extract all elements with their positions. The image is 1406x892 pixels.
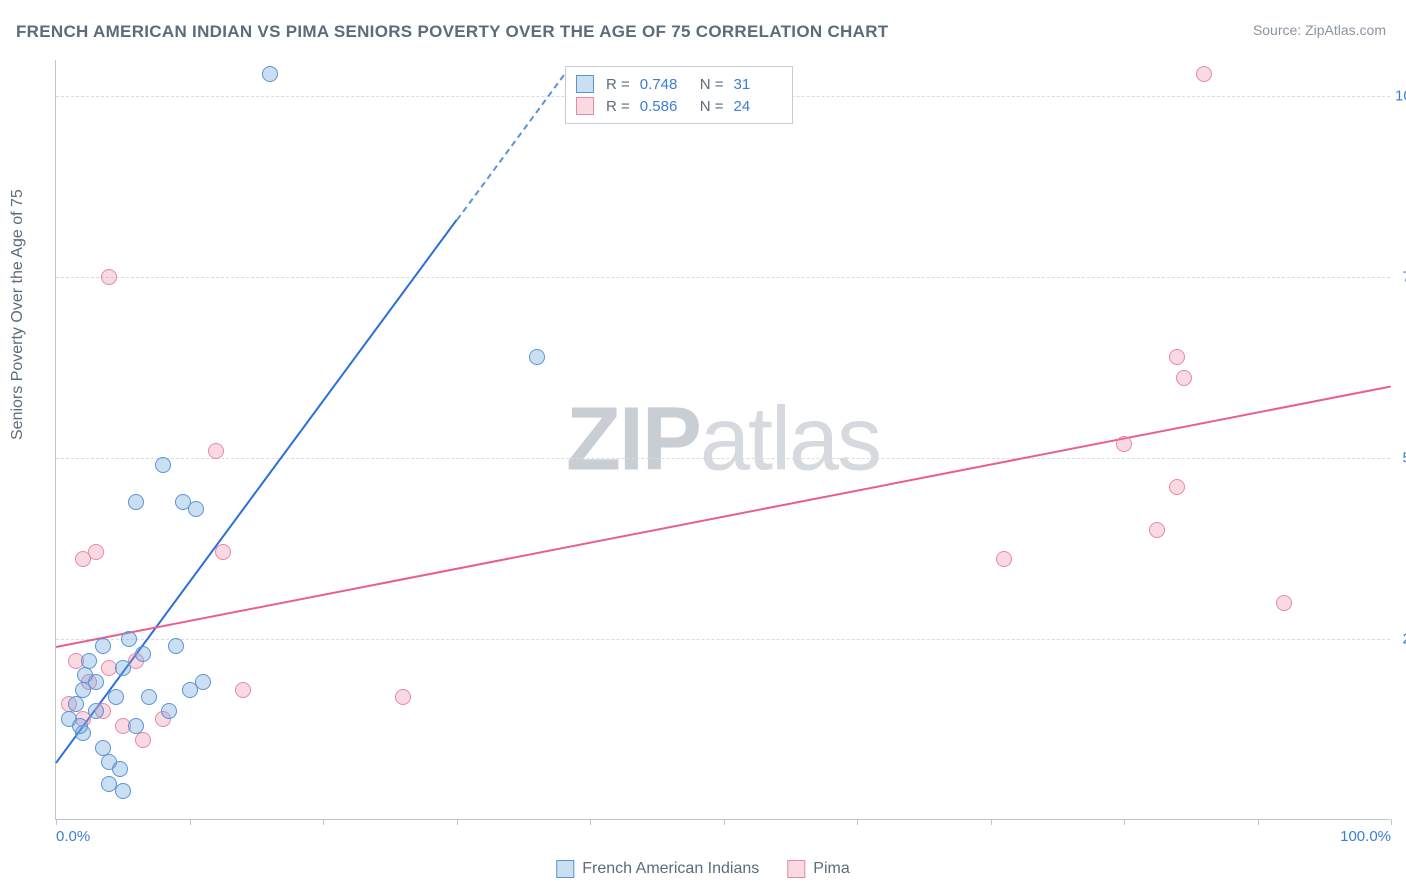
x-tick-label: 100.0% (1340, 828, 1391, 845)
r-label: R = (606, 98, 630, 115)
watermark-rest: atlas (700, 389, 880, 489)
data-point-pima (1276, 595, 1292, 611)
n-label: N = (700, 98, 724, 115)
data-point-french (155, 457, 171, 473)
x-tick (323, 819, 324, 825)
swatch-french-icon (576, 75, 594, 93)
data-point-french (77, 667, 93, 683)
legend-series: French American Indians Pima (556, 860, 849, 878)
data-point-pima (395, 689, 411, 705)
x-tick (190, 819, 191, 825)
x-tick (857, 819, 858, 825)
data-point-french (95, 638, 111, 654)
data-point-french (68, 696, 84, 712)
r-value-french: 0.748 (640, 76, 688, 93)
data-point-french (168, 638, 184, 654)
x-tick (1124, 819, 1125, 825)
data-point-pima (1169, 479, 1185, 495)
legend-item-french: French American Indians (556, 860, 759, 878)
data-point-french (88, 703, 104, 719)
data-point-pima (235, 682, 251, 698)
gridline (56, 277, 1390, 278)
data-point-pima (101, 269, 117, 285)
y-tick-label: 100.0% (1395, 88, 1406, 105)
gridline (56, 458, 1390, 459)
n-value-pima: 24 (734, 98, 782, 115)
data-point-pima (208, 443, 224, 459)
source-label: Source: ZipAtlas.com (1253, 22, 1386, 38)
data-point-pima (135, 732, 151, 748)
y-tick-label: 75.0% (1395, 269, 1406, 286)
data-point-french (188, 501, 204, 517)
trendline-pima (56, 386, 1391, 649)
chart-title: FRENCH AMERICAN INDIAN VS PIMA SENIORS P… (16, 22, 888, 42)
legend-stats: R = 0.748 N = 31 R = 0.586 N = 24 (565, 66, 793, 124)
trendline-french (55, 220, 457, 764)
data-point-french (72, 718, 88, 734)
data-point-french (195, 674, 211, 690)
y-tick-label: 50.0% (1395, 450, 1406, 467)
data-point-french (95, 740, 111, 756)
y-tick-label: 25.0% (1395, 631, 1406, 648)
plot-area: ZIPatlas 25.0%50.0%75.0%100.0%0.0%100.0% (55, 60, 1390, 820)
r-value-pima: 0.586 (640, 98, 688, 115)
chart-container: FRENCH AMERICAN INDIAN VS PIMA SENIORS P… (0, 0, 1406, 892)
x-tick (991, 819, 992, 825)
gridline (56, 639, 1390, 640)
data-point-pima (996, 551, 1012, 567)
legend-stats-row-french: R = 0.748 N = 31 (576, 73, 782, 95)
x-tick-label: 0.0% (56, 828, 90, 845)
data-point-french (121, 631, 137, 647)
data-point-french (262, 66, 278, 82)
data-point-french (161, 703, 177, 719)
x-tick (1258, 819, 1259, 825)
data-point-pima (1169, 349, 1185, 365)
data-point-french (108, 689, 124, 705)
x-tick (56, 819, 57, 825)
x-tick (1391, 819, 1392, 825)
watermark-bold: ZIP (566, 389, 700, 489)
data-point-french (135, 646, 151, 662)
swatch-pima-icon (787, 860, 805, 878)
data-point-french (112, 761, 128, 777)
data-point-french (141, 689, 157, 705)
swatch-pima-icon (576, 97, 594, 115)
legend-label-pima: Pima (813, 860, 849, 878)
watermark: ZIPatlas (566, 388, 880, 491)
x-tick (590, 819, 591, 825)
data-point-french (529, 349, 545, 365)
x-tick (724, 819, 725, 825)
data-point-pima (1196, 66, 1212, 82)
data-point-pima (1116, 436, 1132, 452)
swatch-french-icon (556, 860, 574, 878)
data-point-pima (1176, 370, 1192, 386)
n-value-french: 31 (734, 76, 782, 93)
y-axis-label: Seniors Poverty Over the Age of 75 (9, 189, 27, 440)
legend-stats-row-pima: R = 0.586 N = 24 (576, 95, 782, 117)
x-tick (457, 819, 458, 825)
legend-item-pima: Pima (787, 860, 849, 878)
data-point-pima (1149, 522, 1165, 538)
r-label: R = (606, 76, 630, 93)
data-point-french (128, 718, 144, 734)
data-point-french (115, 660, 131, 676)
n-label: N = (700, 76, 724, 93)
data-point-french (115, 783, 131, 799)
data-point-pima (215, 544, 231, 560)
data-point-pima (88, 544, 104, 560)
legend-label-french: French American Indians (582, 860, 759, 878)
data-point-french (128, 494, 144, 510)
